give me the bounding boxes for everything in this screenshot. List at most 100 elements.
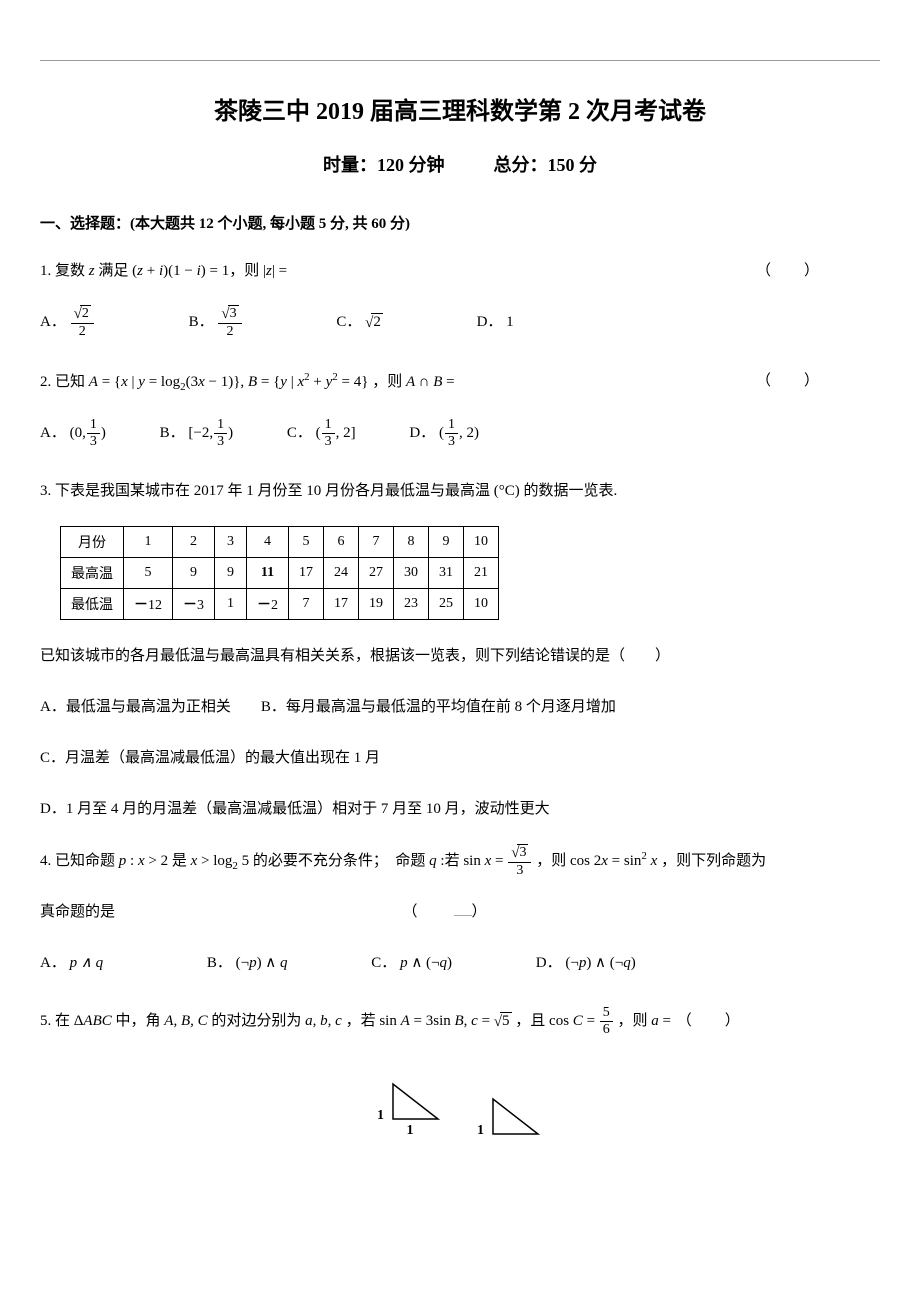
table-cell: －3 [173,589,215,620]
q3-option-c: C．月温差（最高温减最低温）的最大值出现在 1 月 [40,742,880,775]
q1-modz: |z| [263,263,275,279]
q4-q: q [429,853,437,869]
table-cell: 25 [429,589,464,620]
q2-optD-label: D． [409,425,435,441]
q2-AcapB: A ∩ B [406,374,442,390]
q4-blank-underline [454,906,472,916]
q1-option-a: A． 22 [40,306,95,339]
triangle-1-icon [388,1079,443,1124]
q3-option-ab: A．最低温与最高温为正相关 B．每月最高温与最低温的平均值在前 8 个月逐月增加 [40,691,880,724]
q2-options: A． (0,13) B． [−2,13) C． (13, 2] D． (13, … [40,417,880,450]
q4-optB: (¬p) ∧ q [236,955,288,971]
table-header-cell: 3 [215,527,247,558]
tri1-base-label: 1 [407,1123,414,1138]
q1-mid1: 满足 [98,263,128,279]
question-4-line2: 真命题的是 （ ） [40,896,880,929]
q4-option-c: C． p ∧ (¬q) [371,947,452,980]
q5-tail: ，则 [618,1013,648,1029]
q4-sinx: sin x = [463,853,507,869]
table-cell: 10 [464,589,499,620]
total-score: 总分：150 分 [494,155,598,175]
table-cell: 23 [394,589,429,620]
table-header-cell: 8 [394,527,429,558]
question-1: 1. 复数 z 满足 (z + i)(1 − i) = 1，则 |z| = （ … [40,255,880,288]
question-2: 2. 已知 A = {x | y = log2(3x − 1)}, B = {y… [40,365,880,399]
q4-mid1: 的必要不充分条件； 命题 [253,853,426,869]
q2-mid: ，则 [372,374,406,390]
tri2-left-label: 1 [477,1123,484,1138]
triangle-figures: 1 1 1 [40,1079,880,1139]
q1-expr: (z + i)(1 − i) = 1 [132,263,229,279]
q5-mid1: 中，角 [116,1013,161,1029]
q2-setA: = {x | y = log2(3x − 1)}, [98,374,248,390]
q3-option-d: D．1 月至 4 月的月温差（最高温减最低温）相对于 7 月至 10 月，波动性… [40,793,880,826]
q2-option-d: D． (13, 2) [409,417,479,450]
question-3-post: 已知该城市的各月最低温与最高温具有相关关系，根据该一览表，则下列结论错误的是（ … [40,640,880,673]
q1-optC-label: C． [336,314,361,330]
q5-ABC: A, B, C [164,1013,207,1029]
table-header-cell: 月份 [61,527,124,558]
q1-optD-label: D． [477,314,503,330]
page-subtitle: 时量：120 分钟 总分：150 分 [40,151,880,177]
q5-mid3: ，若 [346,1013,376,1029]
q5-mid4: ，且 [515,1013,545,1029]
table-header-cell: 6 [324,527,359,558]
q4-optA: p ∧ q [70,955,103,971]
q4-pcond: : x > 2 [126,853,168,869]
q4-optB-label: B． [207,955,232,971]
q1-options: A． 22 B． 32 C． 2 D． 1 [40,306,880,340]
q4-prefix: 4. 已知命题 [40,853,115,869]
table-header-cell: 1 [124,527,173,558]
page-title: 茶陵三中 2019 届高三理科数学第 2 次月考试卷 [40,91,880,126]
triangle-2-icon [488,1094,543,1139]
table-row-max: 最高温59911172427303121 [61,558,499,589]
q5-tri: ΔABC [74,1013,112,1029]
table-cell: 11 [247,558,289,589]
q1-optD-val: 1 [506,314,514,330]
q1-prefix: 1. 复数 [40,263,85,279]
q4-five: 5 [238,853,249,869]
table-cell: 21 [464,558,499,589]
q4-option-b: B． (¬p) ∧ q [207,947,288,980]
table-row-label: 最低温 [61,589,124,620]
question-3-stem: 3. 下表是我国某城市在 2017 年 1 月份至 10 月份各月最低温与最高温… [40,475,880,508]
q4-mid2: ，则 [536,853,566,869]
q1-var: z [89,263,95,279]
q5-prefix: 5. 在 [40,1013,70,1029]
q5-abc: a, b, c [305,1013,342,1029]
question-4: 4. 已知命题 p : x > 2 是 x > log2 5 的必要不充分条件；… [40,844,880,878]
table-header-cell: 9 [429,527,464,558]
q2-option-a: A． (0,13) [40,417,106,450]
table-header-cell: 5 [289,527,324,558]
q4-optA-label: A． [40,955,66,971]
q4-cos2x: cos 2x = sin2 x [570,853,657,869]
q4-optD: (¬p) ∧ (¬q) [565,955,635,971]
table-cell: 9 [215,558,247,589]
table-cell: －12 [124,589,173,620]
table-cell: 19 [359,589,394,620]
q4-optD-label: D． [536,955,562,971]
q1-option-b: B． 32 [189,306,243,339]
q2-optB-label: B． [160,425,185,441]
table-cell: 27 [359,558,394,589]
q1-option-c: C． 2 [336,306,383,340]
table-cell: 9 [173,558,215,589]
q4-qif: :若 [440,853,459,869]
q2-A: A [89,374,98,390]
table-header-cell: 4 [247,527,289,558]
tri1-left-label: 1 [377,1108,384,1123]
triangle-2: 1 [477,1094,543,1139]
table-cell: 17 [324,589,359,620]
q5-mid2: 的对边分别为 [211,1013,301,1029]
section-1-heading: 一、选择题：(本大题共 12 个小题, 每小题 5 分, 共 60 分) [40,212,880,233]
q4-optC-label: C． [371,955,396,971]
q4-optC: p ∧ (¬q) [400,955,452,971]
q2-optC-label: C． [287,425,312,441]
table-header-cell: 2 [173,527,215,558]
q2-option-b: B． [−2,13) [160,417,233,450]
table-cell: 31 [429,558,464,589]
q1-optA-label: A． [40,314,66,330]
q4-tail: ，则下列命题为 [661,853,766,869]
table-cell: 24 [324,558,359,589]
table-cell: 17 [289,558,324,589]
